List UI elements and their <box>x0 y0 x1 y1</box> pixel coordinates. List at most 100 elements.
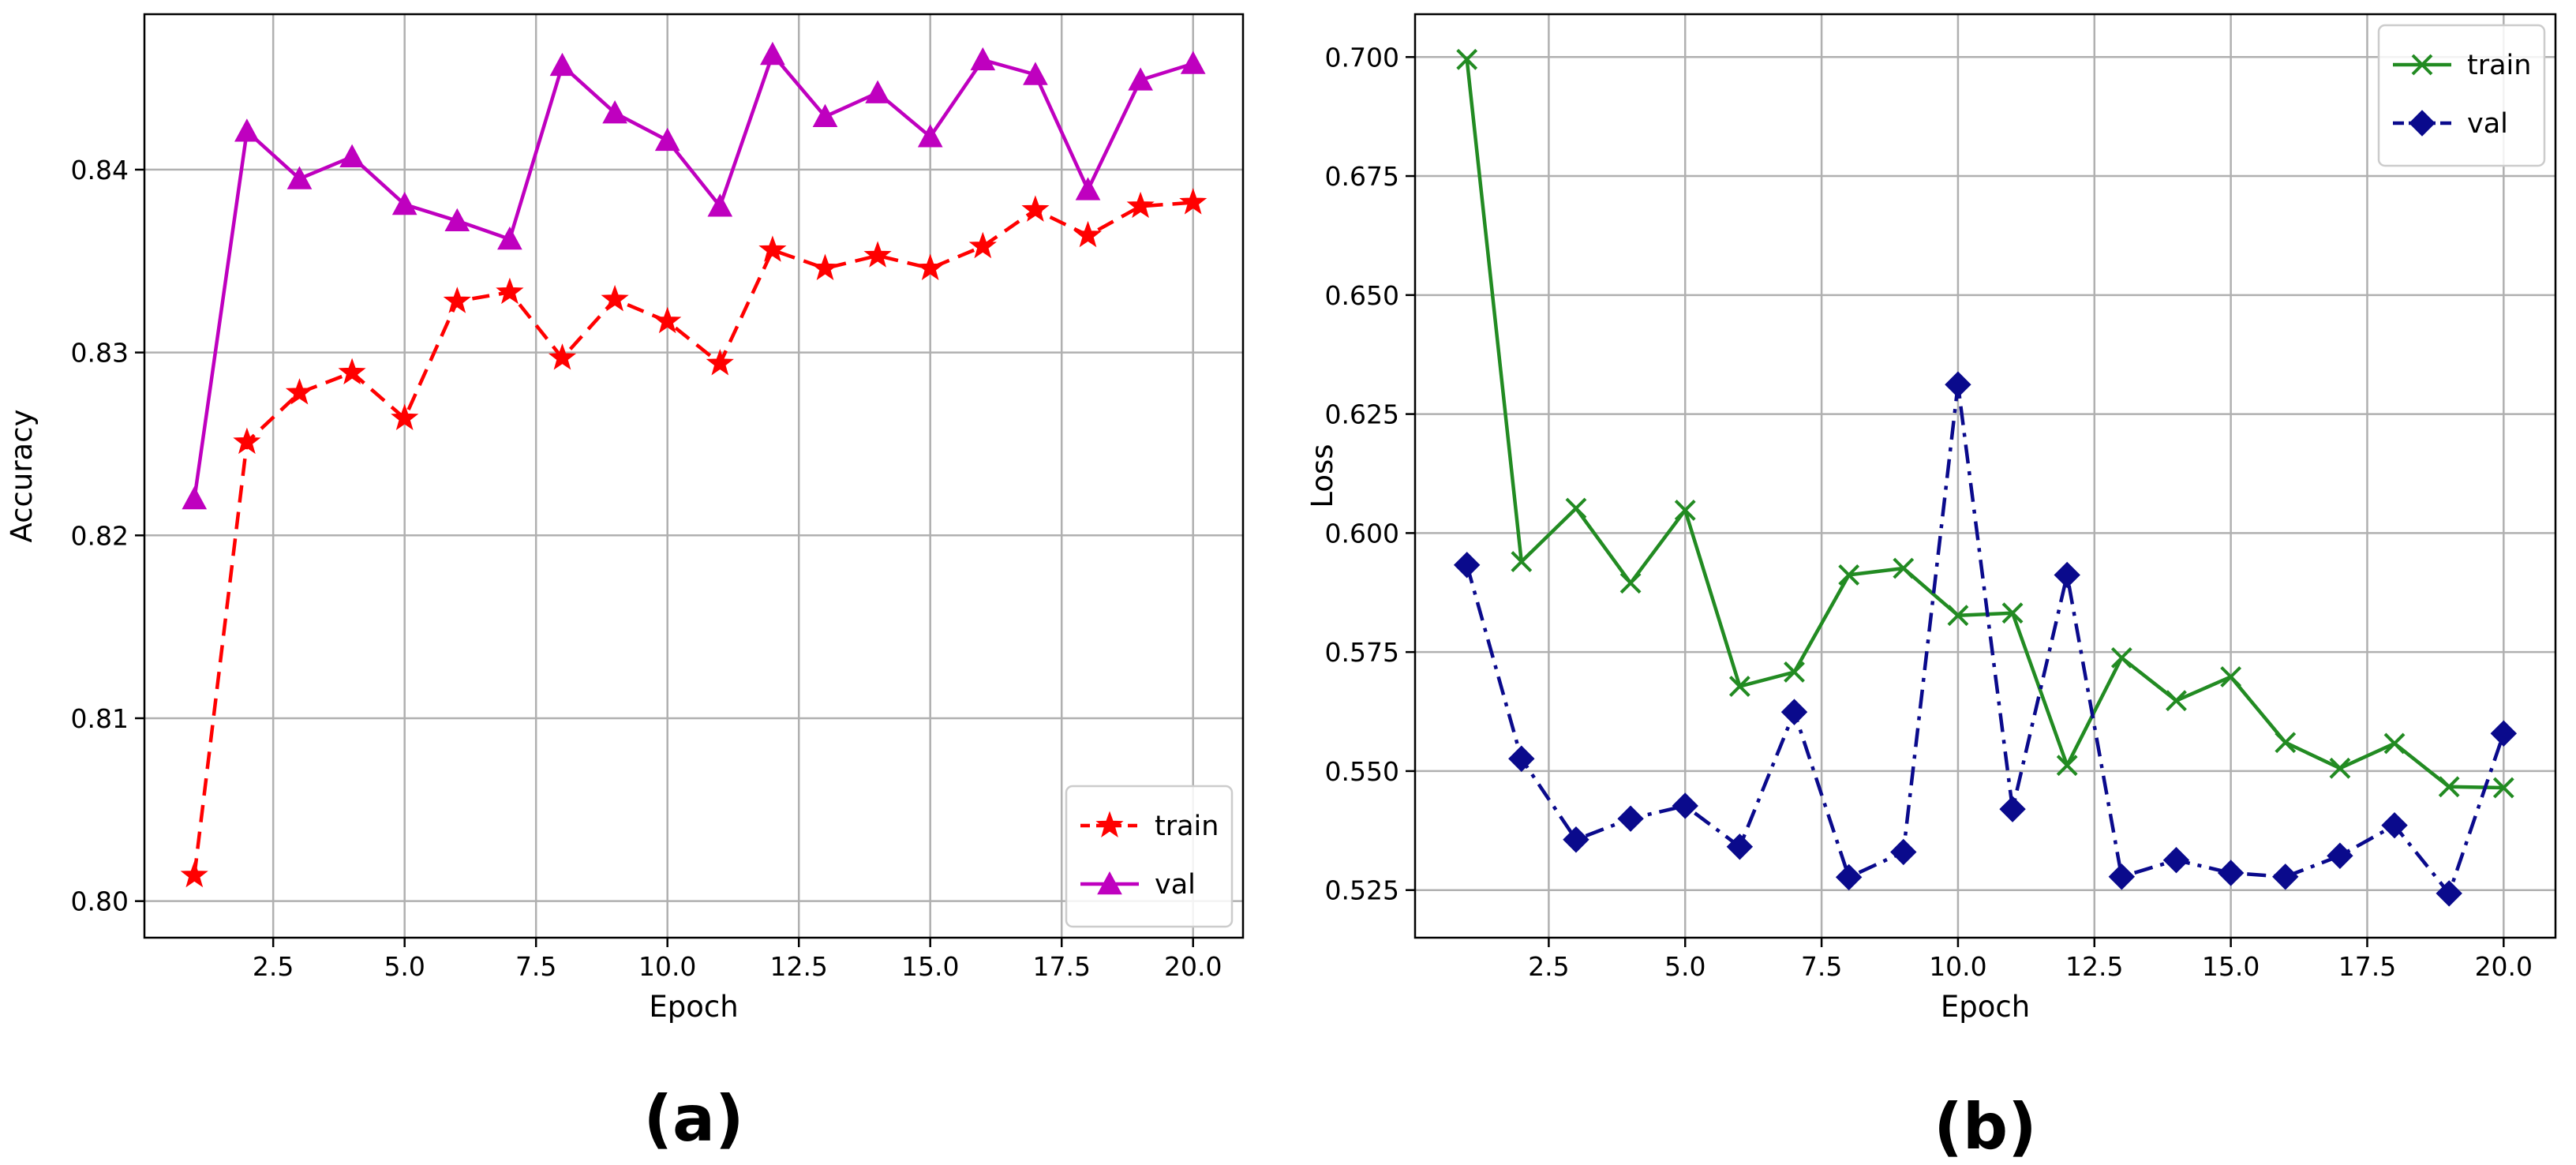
data-point-train <box>1565 497 1587 519</box>
legend-marker-train <box>1095 811 1124 837</box>
data-point-val <box>1780 699 1808 725</box>
data-point-train <box>1728 676 1750 697</box>
data-point-train <box>2275 732 2297 754</box>
data-point-val <box>1835 863 1863 891</box>
x-tick-label: 17.5 <box>2338 951 2396 982</box>
data-point-val <box>1672 792 1698 819</box>
x-tick-label: 10.0 <box>638 951 696 982</box>
data-point-train <box>2056 755 2078 777</box>
data-point-train <box>548 343 577 370</box>
x-tick-label: 20.0 <box>2475 951 2533 982</box>
data-point-val <box>654 127 680 152</box>
data-point-train <box>863 241 892 268</box>
data-point-train <box>285 378 313 405</box>
y-tick-label: 0.550 <box>1325 756 1399 787</box>
data-point-val <box>182 485 208 510</box>
data-point-train <box>443 287 471 313</box>
data-point-train <box>1784 661 1805 683</box>
data-point-val <box>1128 67 1153 91</box>
legend-box <box>1065 785 1234 928</box>
data-point-train <box>653 306 682 334</box>
data-point-val <box>2162 846 2190 874</box>
data-point-train <box>180 860 208 888</box>
data-point-val <box>497 226 522 250</box>
data-point-train <box>1511 551 1533 572</box>
y-tick-label: 0.700 <box>1325 42 1399 73</box>
x-tick-label: 2.5 <box>253 951 294 982</box>
data-point-val <box>1180 51 1206 74</box>
x-tick-label: 7.5 <box>515 951 556 982</box>
y-tick-label: 0.650 <box>1325 280 1399 311</box>
data-point-val <box>865 80 890 103</box>
legend-marker-val <box>2409 110 2436 137</box>
data-point-train <box>1456 48 1478 70</box>
data-point-train <box>1674 500 1696 521</box>
series-line-train <box>193 200 1193 876</box>
data-point-train <box>1074 220 1103 248</box>
data-point-train <box>916 253 945 280</box>
data-point-train <box>2329 757 2351 779</box>
data-point-train <box>1179 188 1208 215</box>
data-point-val <box>286 166 313 189</box>
legend-label-val: val <box>2467 108 2508 140</box>
y-tick-label: 0.81 <box>71 703 129 734</box>
x-tick-label: 5.0 <box>1664 951 1705 982</box>
y-axis-label: Loss <box>1305 444 1339 508</box>
data-point-train <box>2220 666 2242 687</box>
data-point-train <box>1126 191 1155 219</box>
data-point-val <box>1945 371 1971 398</box>
data-point-val <box>707 193 733 217</box>
x-tick-label: 15.0 <box>901 951 959 982</box>
data-point-train <box>2438 776 2460 798</box>
data-point-val <box>1726 833 1754 860</box>
x-tick-label: 20.0 <box>1164 951 1222 982</box>
data-point-val <box>2436 880 2462 907</box>
data-point-train <box>2383 732 2406 755</box>
x-axis-label: Epoch <box>1941 990 2030 1024</box>
accuracy-panel: 2.5 5.0 7.5 10.0 12.5 15.0 17.5 20.0 0.80 0.81 0.8… <box>5 13 1245 1156</box>
y-tick-label: 0.84 <box>71 155 129 185</box>
data-point-train <box>758 235 787 262</box>
legend: train val <box>1065 785 1234 928</box>
data-point-val <box>1617 805 1644 832</box>
series-group <box>180 41 1208 888</box>
data-point-val <box>602 100 627 124</box>
data-point-train <box>2110 646 2132 669</box>
data-point-val <box>2327 842 2353 869</box>
y-tick-label: 0.675 <box>1325 161 1399 192</box>
x-tick-label: 2.5 <box>1528 951 1569 982</box>
legend-label-train: train <box>2467 50 2531 81</box>
data-point-train <box>811 253 840 280</box>
data-point-train <box>496 277 524 305</box>
loss-panel: 2.5 5.0 7.5 10.0 12.5 15.0 17.5 20.0 0.525 0.550 0… <box>1305 13 2557 1163</box>
data-point-val <box>234 118 260 142</box>
data-point-train <box>2492 777 2514 799</box>
y-tick-label: 0.525 <box>1325 875 1399 906</box>
data-point-val <box>2054 561 2080 589</box>
x-tick-label: 12.5 <box>2065 951 2123 982</box>
y-tick-label: 0.575 <box>1325 637 1399 668</box>
y-tick-label: 0.82 <box>71 520 129 551</box>
x-tick-label: 15.0 <box>2202 951 2260 982</box>
legend-label-val: val <box>1155 869 1196 901</box>
panel-label: (a) <box>643 1082 743 1156</box>
data-point-val <box>760 41 785 66</box>
data-point-train <box>706 349 734 376</box>
data-point-val <box>917 124 943 148</box>
axes-frame <box>143 13 1245 939</box>
panel-label: (b) <box>1934 1090 2036 1163</box>
data-point-val <box>1999 796 2026 822</box>
data-point-val <box>1075 177 1101 200</box>
legend-marker-val <box>1097 871 1122 895</box>
legend-marker-train <box>2411 54 2433 76</box>
data-point-val <box>2108 863 2136 890</box>
data-point-val <box>1890 838 1917 866</box>
data-point-train <box>601 284 629 312</box>
data-point-train <box>1838 564 1860 586</box>
data-point-val <box>549 52 575 77</box>
legend: train val <box>2377 24 2546 167</box>
legend-box <box>2377 24 2546 167</box>
x-tick-label: 7.5 <box>1801 951 1842 982</box>
data-point-val <box>444 208 470 232</box>
